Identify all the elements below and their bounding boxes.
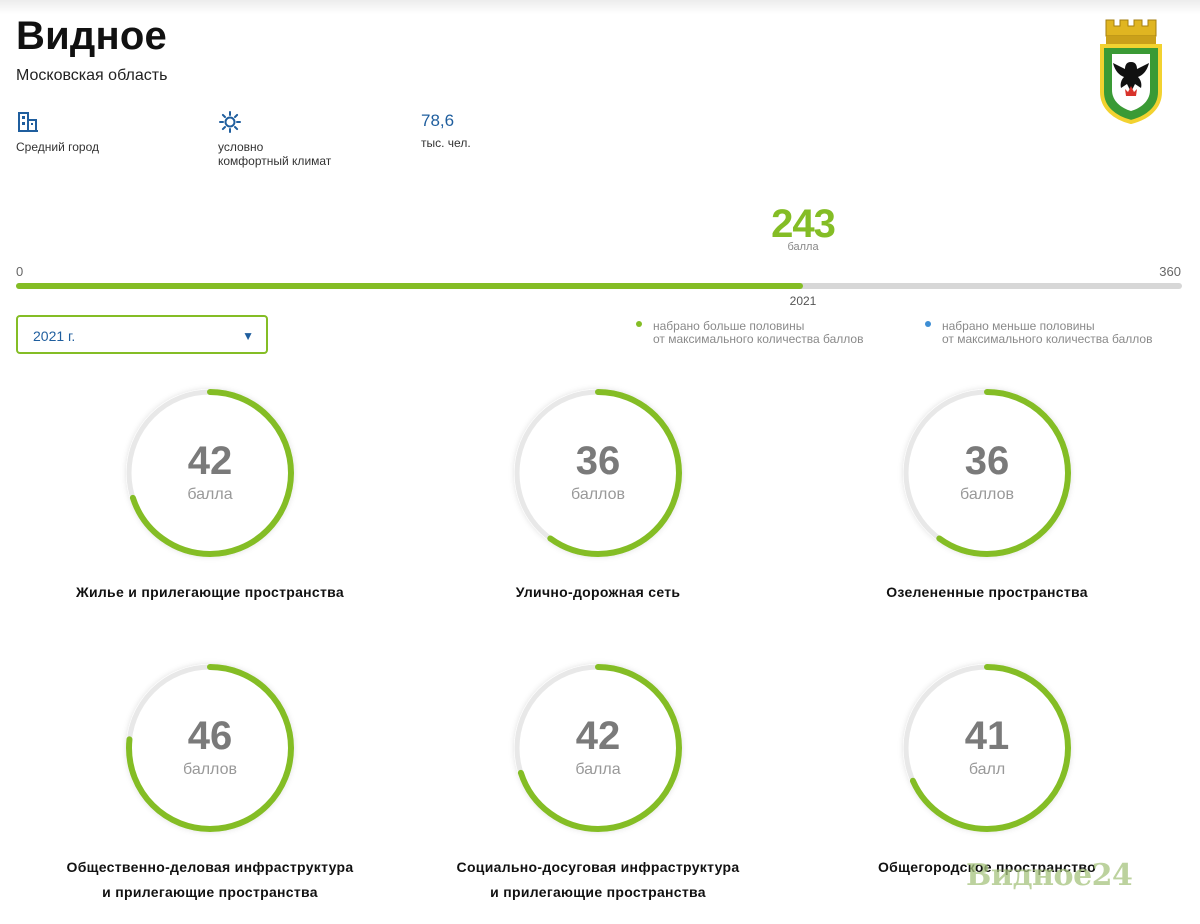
category-title: Жилье и прилегающие пространства xyxy=(50,580,370,605)
score-ring-arc xyxy=(903,389,1071,557)
legend-above-half-line1: набрано больше половины xyxy=(653,319,805,333)
category-score-value: 42 xyxy=(575,714,621,758)
score-ring-background xyxy=(903,664,1071,832)
score-ring-graphic xyxy=(514,664,682,832)
score-ring-arc xyxy=(126,389,294,557)
scale-max-label: 360 xyxy=(1159,264,1181,279)
city-region: Московская область xyxy=(16,67,168,84)
score-ring-arc xyxy=(514,664,682,832)
score-ring-background xyxy=(903,389,1071,557)
score-ring-background xyxy=(126,664,294,832)
category-card[interactable]: 36 баллов Улично-дорожная сеть xyxy=(438,383,758,623)
category-score-unit: баллов xyxy=(183,761,237,778)
category-title: Озелененные пространства xyxy=(827,580,1147,605)
year-select-value: 2021 г. xyxy=(33,328,76,344)
score-ring-graphic xyxy=(514,389,682,557)
stat-city-size-label: Средний город xyxy=(16,140,99,154)
score-ring: 41 балл xyxy=(897,658,1077,838)
score-ring-background xyxy=(514,389,682,557)
category-score-unit: баллов xyxy=(960,486,1014,503)
score-ring-graphic xyxy=(903,389,1071,557)
score-ring: 36 баллов xyxy=(508,383,688,563)
category-title: Социально-досуговая инфраструктура и прил… xyxy=(438,855,758,905)
score-ring-arc xyxy=(903,664,1071,832)
category-score-value: 36 xyxy=(575,439,621,483)
legend-dot-green xyxy=(636,321,642,327)
legend-below-half-line1: набрано меньше половины xyxy=(942,319,1095,333)
legend-below-half: набрано меньше половины от максимального… xyxy=(925,320,1152,346)
total-progress-fill xyxy=(16,283,804,289)
score-ring-arc xyxy=(126,664,294,832)
category-title-line1: Озелененные пространства xyxy=(886,584,1088,600)
category-card[interactable]: 36 баллов Озелененные пространства xyxy=(827,383,1147,623)
category-title: Улично-дорожная сеть xyxy=(438,580,758,605)
score-ring-background xyxy=(514,664,682,832)
total-score-value: 243 xyxy=(771,202,836,246)
stat-city-size: Средний город xyxy=(16,110,99,154)
stat-population-value: 78,6 xyxy=(421,111,455,130)
category-card[interactable]: 42 балла Социально-досуговая инфраструктур… xyxy=(438,658,758,900)
category-title-line1: Социально-досуговая инфраструктура xyxy=(456,859,740,875)
score-ring-arc xyxy=(514,389,682,557)
score-ring-background xyxy=(126,389,294,557)
score-ring: 46 баллов xyxy=(120,658,300,838)
stat-population: 78,6 тыс. чел. xyxy=(421,110,471,150)
category-card[interactable]: 46 баллов Общественно-деловая инфраструкту… xyxy=(50,658,370,900)
total-score-unit: балла xyxy=(787,241,819,253)
stat-population-unit: тыс. чел. xyxy=(421,136,471,150)
legend-above-half: набрано больше половины от максимального… xyxy=(636,320,863,346)
category-title: Общественно-деловая инфраструктура и прил… xyxy=(50,855,370,905)
scale-min-label: 0 xyxy=(16,264,24,279)
category-title-line1: Общегородское пространство xyxy=(877,859,1097,875)
score-ring-graphic xyxy=(903,664,1071,832)
category-score-value: 46 xyxy=(187,714,233,758)
category-title-line1: Жилье и прилегающие пространства xyxy=(76,584,344,600)
category-score-unit: баллов xyxy=(571,486,625,503)
category-title-line2: и прилегающие пространства xyxy=(102,884,318,900)
score-ring: 42 балла xyxy=(120,383,300,563)
legend-above-half-line2: от максимального количества баллов xyxy=(653,332,864,346)
sun-icon xyxy=(219,111,241,133)
total-progress-bar xyxy=(16,283,1182,289)
coat-of-arms-icon xyxy=(1100,19,1162,124)
category-score-value: 42 xyxy=(187,439,233,483)
city-title: Видное xyxy=(16,14,167,58)
score-ring: 42 балла xyxy=(508,658,688,838)
category-title-line1: Общественно-деловая инфраструктура xyxy=(66,859,354,875)
category-score-unit: балла xyxy=(187,486,233,503)
year-select[interactable]: 2021 г. ▼ xyxy=(16,315,268,354)
score-ring-graphic xyxy=(126,389,294,557)
category-score-unit: балла xyxy=(575,761,621,778)
category-card[interactable]: 41 балл Общегородское пространство xyxy=(827,658,1147,898)
category-score-value: 36 xyxy=(964,439,1010,483)
legend-below-half-line2: от максимального количества баллов xyxy=(942,332,1153,346)
building-icon xyxy=(18,112,38,132)
category-title-line2: и прилегающие пространства xyxy=(490,884,706,900)
score-ring-graphic xyxy=(126,664,294,832)
category-score-value: 41 xyxy=(964,714,1010,758)
stat-climate-label-line1: условно xyxy=(218,140,264,154)
category-score-unit: балл xyxy=(968,761,1006,778)
total-progress-year: 2021 xyxy=(789,294,817,308)
chevron-down-icon: ▼ xyxy=(242,329,254,343)
header-shadow xyxy=(0,0,1200,14)
watermark-logo: Видное24 xyxy=(966,858,1133,893)
legend-dot-blue xyxy=(925,321,931,327)
score-ring: 36 баллов xyxy=(897,383,1077,563)
stat-climate-label: условно комфортный климат xyxy=(218,140,331,168)
category-card[interactable]: 42 балла Жилье и прилегающие пространства xyxy=(50,383,370,623)
stat-climate: условно комфортный климат xyxy=(218,110,331,168)
category-title-line1: Улично-дорожная сеть xyxy=(515,584,681,600)
stat-climate-label-line2: комфортный климат xyxy=(218,154,332,168)
category-title: Общегородское пространство xyxy=(827,855,1147,880)
